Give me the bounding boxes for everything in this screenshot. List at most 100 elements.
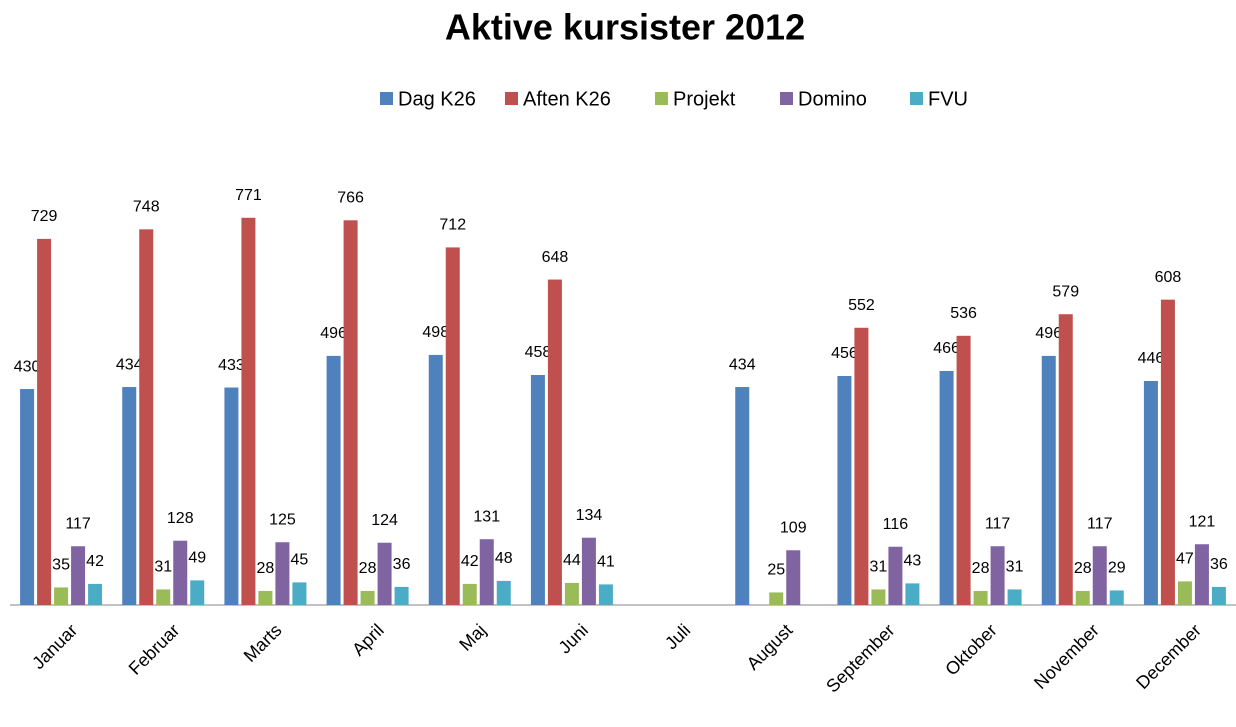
- bar: [1058, 314, 1073, 605]
- data-label: 456: [831, 345, 858, 362]
- bar: [445, 247, 460, 605]
- bar: [394, 586, 409, 605]
- bar: [156, 589, 171, 605]
- legend-swatch: [505, 92, 518, 105]
- data-label: 608: [1155, 269, 1182, 286]
- legend-swatch: [380, 92, 393, 105]
- bar: [258, 590, 273, 605]
- bar: [956, 335, 971, 605]
- data-label: 496: [1035, 325, 1062, 342]
- data-label: 125: [269, 511, 296, 528]
- bar: [428, 354, 443, 605]
- bar: [1007, 589, 1022, 605]
- bar: [769, 592, 784, 605]
- bar: [462, 583, 477, 605]
- data-label: 117: [985, 515, 1011, 532]
- data-label: 579: [1052, 283, 1079, 300]
- data-label: 35: [52, 557, 70, 574]
- x-tick-label: Maj: [455, 620, 490, 655]
- data-label: 124: [371, 512, 398, 529]
- x-tick-label: Juni: [555, 620, 592, 657]
- data-label: 771: [235, 187, 262, 204]
- data-label: 128: [167, 510, 194, 527]
- data-label: 29: [1108, 560, 1126, 577]
- data-label: 36: [393, 556, 411, 573]
- bar: [973, 590, 988, 605]
- data-label: 458: [525, 344, 552, 361]
- data-label: 117: [1087, 515, 1113, 532]
- bar: [1075, 590, 1090, 605]
- data-label: 116: [883, 516, 909, 533]
- data-label: 433: [218, 357, 245, 374]
- data-label: 45: [291, 552, 309, 569]
- data-label: 131: [473, 508, 500, 525]
- data-label: 430: [14, 358, 41, 375]
- data-label: 48: [495, 550, 513, 567]
- data-label: 536: [950, 305, 977, 322]
- legend-label: FVU: [928, 88, 968, 110]
- bar: [905, 583, 920, 605]
- data-label: 28: [972, 560, 990, 577]
- bar: [786, 550, 801, 605]
- bar: [173, 540, 188, 605]
- data-label: 466: [933, 340, 960, 357]
- bar: [837, 375, 852, 605]
- x-tick-label: September: [822, 620, 898, 696]
- bar: [598, 584, 613, 605]
- legend-label: Domino: [798, 88, 867, 110]
- bar: [939, 370, 954, 605]
- legend-label: Projekt: [673, 88, 736, 110]
- data-label: 748: [133, 199, 160, 216]
- data-label: 446: [1138, 350, 1165, 367]
- bar: [496, 580, 511, 605]
- bar: [190, 580, 205, 605]
- bar: [1160, 299, 1175, 605]
- bar: [139, 229, 154, 606]
- bar: [241, 217, 256, 605]
- data-label: 712: [439, 217, 466, 234]
- bar: [37, 238, 52, 605]
- legend-label: Dag K26: [398, 88, 476, 110]
- data-label: 42: [86, 553, 104, 570]
- data-label: 28: [257, 560, 275, 577]
- bar: [88, 583, 103, 605]
- x-tick-label: December: [1132, 620, 1205, 693]
- x-tick-label: Juli: [661, 620, 694, 653]
- bar: [71, 546, 86, 605]
- data-label: 498: [422, 324, 449, 341]
- bar: [326, 355, 341, 605]
- bar: [54, 587, 69, 605]
- bar: [1109, 590, 1124, 605]
- data-label: 434: [116, 356, 143, 373]
- bar: [224, 387, 239, 605]
- x-tick-label: Marts: [240, 620, 286, 666]
- chart-title: Aktive kursister 2012: [445, 7, 805, 48]
- data-label: 49: [188, 550, 206, 567]
- data-label: 434: [729, 356, 756, 373]
- data-label: 41: [597, 554, 615, 571]
- data-label: 43: [904, 553, 922, 570]
- bar: [888, 546, 903, 605]
- x-tick-label: August: [743, 620, 797, 674]
- data-label: 28: [1074, 560, 1092, 577]
- bar: [581, 537, 596, 605]
- bar: [343, 220, 358, 605]
- x-tick-label: Januar: [28, 620, 81, 673]
- bar: [1092, 546, 1107, 605]
- data-label: 766: [337, 190, 364, 207]
- bar: [1194, 544, 1209, 605]
- legend-label: Aften K26: [523, 88, 611, 110]
- bar: [360, 590, 375, 605]
- bar: [122, 387, 137, 605]
- bar: [871, 589, 886, 605]
- data-label: 117: [65, 515, 91, 532]
- x-tick-label: Oktober: [941, 620, 1000, 679]
- data-label: 42: [461, 553, 479, 570]
- bar: [292, 582, 307, 605]
- data-label: 648: [542, 249, 569, 266]
- data-label: 28: [359, 560, 377, 577]
- bar: [547, 279, 562, 605]
- data-label: 109: [780, 519, 807, 536]
- data-label: 44: [563, 552, 581, 569]
